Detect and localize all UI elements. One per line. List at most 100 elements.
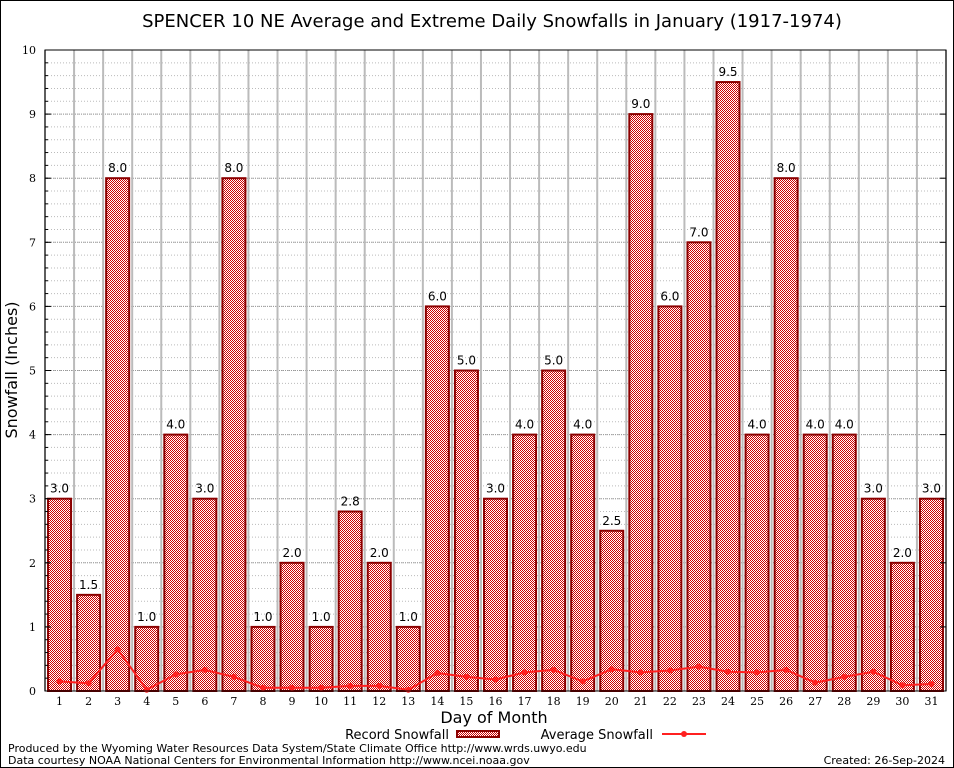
average-point-day-18: [550, 666, 557, 673]
bar-record-day-28: [831, 433, 857, 692]
credit-line-1: Produced by the Wyoming Water Resources …: [8, 742, 587, 755]
bar-value-label: 4.0: [835, 418, 854, 432]
bar-record-day-21: [628, 113, 654, 693]
bar-value-label: 3.0: [864, 482, 883, 496]
x-tick-label: 26: [779, 695, 793, 708]
average-point-day-5: [172, 671, 179, 678]
average-point-day-11: [347, 682, 354, 689]
bar-value-label: 9.0: [631, 97, 650, 111]
x-tick-label: 4: [143, 695, 150, 708]
bar-value-label: 5.0: [544, 354, 563, 368]
average-point-day-24: [725, 668, 732, 675]
bar-record-day-19: [570, 433, 596, 692]
average-point-day-25: [754, 669, 761, 676]
x-tick-label: 3: [114, 695, 121, 708]
bar-record-day-29: [860, 497, 886, 693]
bar-value-label: 4.0: [806, 418, 825, 432]
legend-average-marker: [681, 731, 687, 737]
bar-value-label: 3.0: [50, 482, 69, 496]
x-tick-label: 27: [808, 695, 822, 708]
y-tick-label: 1: [29, 621, 36, 634]
bar-record-day-26: [773, 177, 799, 692]
bar-value-label: 1.0: [312, 610, 331, 624]
bar-record-day-27: [802, 433, 828, 692]
bar-value-label: 4.0: [166, 418, 185, 432]
bar-record-day-14: [424, 305, 450, 692]
legend-average-label: Average Snowfall: [541, 728, 653, 743]
average-point-day-7: [230, 673, 237, 680]
average-point-day-12: [376, 682, 383, 689]
bar-record-day-6: [192, 497, 218, 693]
bar-record-day-11: [337, 510, 363, 692]
x-tick-label: 6: [201, 695, 208, 708]
average-point-day-22: [666, 667, 673, 674]
x-tick-label: 5: [172, 695, 179, 708]
bar-record-day-10: [308, 625, 334, 693]
bar-value-label: 6.0: [428, 289, 447, 303]
legend-record-label: Record Snowfall: [345, 728, 449, 743]
average-point-day-10: [318, 684, 325, 691]
bar-record-day-22: [657, 305, 683, 692]
y-tick-label: 7: [29, 236, 36, 249]
y-tick-label: 10: [22, 44, 36, 57]
bar-value-label: 8.0: [224, 161, 243, 175]
credit-line-2: Data courtesy NOAA National Centers for …: [8, 754, 530, 767]
bar-value-label: 2.0: [370, 546, 389, 560]
bar-record-day-12: [366, 561, 392, 692]
x-tick-label: 1: [56, 695, 63, 708]
average-point-day-20: [608, 666, 615, 673]
x-tick-label: 25: [750, 695, 764, 708]
bar-record-day-17: [512, 433, 538, 692]
y-ticks: 0 1 2 3 4 5 6 7 8 9 10: [22, 44, 946, 698]
x-tick-label: 20: [605, 695, 619, 708]
bar-record-day-8: [250, 625, 276, 693]
average-point-day-26: [783, 666, 790, 673]
bar-value-label: 3.0: [486, 482, 505, 496]
average-point-day-2: [85, 680, 92, 687]
bar-record-day-13: [395, 625, 421, 693]
bar-value-label: 3.0: [922, 482, 941, 496]
bar-value-label: 8.0: [777, 161, 796, 175]
bar-value-label: 2.0: [893, 546, 912, 560]
x-tick-label: 19: [576, 695, 590, 708]
bar-value-label: 1.5: [79, 578, 98, 592]
average-point-day-16: [492, 676, 499, 683]
x-axis-label: Day of Month: [440, 708, 547, 727]
x-tick-label: 24: [721, 695, 735, 708]
x-tick-label: 8: [259, 695, 266, 708]
bar-value-label: 1.0: [399, 610, 418, 624]
bar-value-label: 2.8: [341, 495, 360, 509]
average-point-day-15: [463, 673, 470, 680]
y-tick-label: 2: [29, 557, 36, 570]
x-tick-label: 31: [924, 695, 938, 708]
legend-record-swatch: [456, 730, 500, 738]
average-point-day-21: [637, 669, 644, 676]
average-point-day-17: [521, 669, 528, 676]
y-tick-label: 5: [29, 365, 36, 378]
average-point-day-13: [405, 686, 412, 693]
bar-record-day-23: [686, 241, 712, 693]
average-point-day-28: [841, 673, 848, 680]
bar-record-day-31: [918, 497, 944, 693]
x-tick-label: 17: [518, 695, 532, 708]
bar-value-label: 4.0: [573, 418, 592, 432]
bar-value-label: 7.0: [689, 225, 708, 239]
y-tick-label: 0: [29, 685, 36, 698]
x-tick-label: 21: [634, 695, 648, 708]
bar-value-label: 6.0: [660, 289, 679, 303]
bar-value-label: 5.0: [457, 354, 476, 368]
y-tick-label: 4: [29, 429, 36, 442]
x-tick-label: 29: [866, 695, 880, 708]
bar-record-day-3: [105, 177, 131, 692]
bar-value-label: 1.0: [253, 610, 272, 624]
bar-record-day-2: [76, 593, 102, 692]
y-tick-label: 8: [29, 172, 36, 185]
average-point-day-9: [289, 684, 296, 691]
average-point-day-30: [899, 682, 906, 689]
y-tick-label: 3: [29, 493, 36, 506]
x-tick-label: 23: [692, 695, 706, 708]
bar-record-day-9: [279, 561, 305, 692]
average-point-day-23: [695, 663, 702, 670]
bar-record-day-1: [47, 497, 73, 693]
